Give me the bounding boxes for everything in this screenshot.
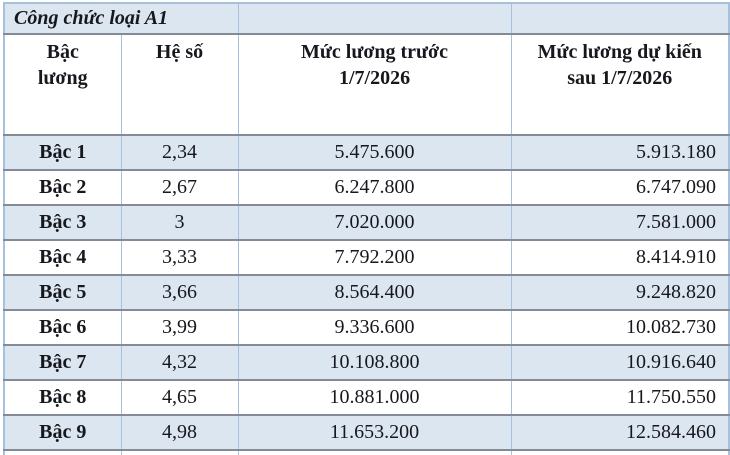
table-title-row: Công chức loại A1	[3, 2, 730, 35]
table-row: Bậc 2 2,67 6.247.800 6.747.090	[3, 169, 730, 206]
after-cell: 11.750.550	[510, 379, 730, 416]
he-so-cell: 3,99	[120, 309, 239, 346]
after-cell: 7.581.000	[510, 204, 730, 241]
level-cell: Bậc 9	[3, 414, 122, 451]
before-cell: 7.792.200	[237, 239, 512, 276]
table-row: Bậc 3 3 7.020.000 7.581.000	[3, 204, 730, 241]
he-so-cell: 2,34	[120, 134, 239, 171]
title-row-spacer-cell	[510, 2, 730, 35]
table-header-row: Bậc lương Hệ số Mức lương trước 1/7/2026…	[3, 33, 730, 136]
after-cell: 12.584.460	[510, 414, 730, 451]
level-cell: Bậc 8	[3, 379, 122, 416]
table-row: Bậc 1 2,34 5.475.600 5.913.180	[3, 134, 730, 171]
level-cell: Bậc 4	[3, 239, 122, 276]
level-cell: Bậc 1	[3, 134, 122, 171]
he-so-cell: 4,32	[120, 344, 239, 381]
before-cell: 7.020.000	[237, 204, 512, 241]
table-row: Bậc 4 3,33 7.792.200 8.414.910	[3, 239, 730, 276]
before-cell: 10.881.000	[237, 379, 512, 416]
salary-table: Công chức loại A1 Bậc lương Hệ số Mức lư…	[3, 2, 730, 455]
before-cell: 9.336.600	[237, 309, 512, 346]
column-header-he-so: Hệ số	[120, 33, 239, 136]
column-header-muc-luong-truoc: Mức lương trước 1/7/2026	[237, 33, 512, 136]
column-header-bac-luong: Bậc lương	[3, 33, 122, 136]
level-cell: Bậc 5	[3, 274, 122, 311]
he-so-cell: 2,67	[120, 169, 239, 206]
he-so-cell: 4,65	[120, 379, 239, 416]
after-cell: 5.913.180	[510, 134, 730, 171]
before-cell: 8.564.400	[237, 274, 512, 311]
he-so-cell: 4,98	[120, 414, 239, 451]
level-cell: Bậc 6	[3, 309, 122, 346]
before-cell: 6.247.800	[237, 169, 512, 206]
level-cell: Bậc 3	[3, 204, 122, 241]
table-row: Bậc 5 3,66 8.564.400 9.248.820	[3, 274, 730, 311]
level-cell: Bậc 2	[3, 169, 122, 206]
partial-next-row	[3, 449, 730, 455]
table-row: Bậc 9 4,98 11.653.200 12.584.460	[3, 414, 730, 451]
title-row-spacer-cell	[237, 2, 512, 35]
level-cell: Bậc 7	[3, 344, 122, 381]
table-title: Công chức loại A1	[3, 2, 239, 35]
after-cell: 8.414.910	[510, 239, 730, 276]
table-body: Bậc 1 2,34 5.475.600 5.913.180 Bậc 2 2,67 6.24…	[3, 134, 730, 451]
he-so-cell: 3,66	[120, 274, 239, 311]
before-cell: 10.108.800	[237, 344, 512, 381]
table-row: Bậc 7 4,32 10.108.800 10.916.640	[3, 344, 730, 381]
after-cell: 9.248.820	[510, 274, 730, 311]
he-so-cell: 3,33	[120, 239, 239, 276]
table-row: Bậc 8 4,65 10.881.000 11.750.550	[3, 379, 730, 416]
column-header-muc-luong-sau: Mức lương dự kiến sau 1/7/2026	[510, 33, 730, 136]
after-cell: 10.916.640	[510, 344, 730, 381]
he-so-cell: 3	[120, 204, 239, 241]
table-row: Bậc 6 3,99 9.336.600 10.082.730	[3, 309, 730, 346]
after-cell: 10.082.730	[510, 309, 730, 346]
after-cell: 6.747.090	[510, 169, 730, 206]
before-cell: 11.653.200	[237, 414, 512, 451]
before-cell: 5.475.600	[237, 134, 512, 171]
